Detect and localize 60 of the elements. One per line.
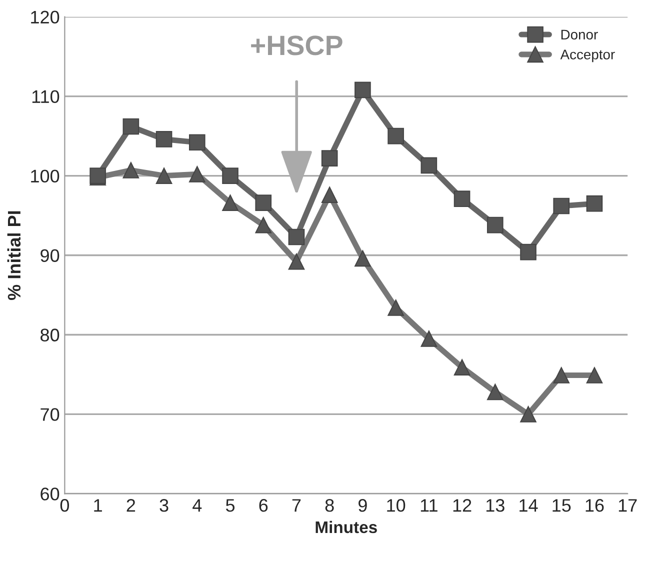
x-tick-label: 17: [618, 499, 637, 512]
point: [586, 195, 603, 212]
x-tick-label: 0: [60, 499, 70, 512]
y-axis-title: % Initial PI: [7, 211, 21, 300]
point: [420, 330, 438, 347]
point: [586, 367, 603, 384]
x-tick-label: 14: [520, 499, 538, 512]
point: [486, 384, 504, 400]
point: [454, 359, 470, 376]
x-tick-label: 10: [387, 499, 406, 512]
point: [188, 166, 206, 182]
point: [288, 253, 305, 270]
x-tick-label: 7: [292, 499, 301, 512]
y-tick-label: 90: [40, 249, 60, 262]
point: [388, 300, 404, 316]
x-tick-label: 11: [420, 499, 438, 512]
y-tick-label: 120: [31, 10, 60, 24]
point: [486, 216, 504, 234]
y-tick-label: 60: [40, 488, 60, 500]
x-tick-label: 16: [586, 499, 604, 512]
legend-label: Donor: [561, 30, 598, 40]
point: [388, 128, 404, 144]
point: [354, 82, 371, 98]
point: [454, 190, 470, 207]
x-tick-label: 8: [325, 499, 334, 512]
x-tick-label: 5: [226, 499, 235, 512]
x-tick-label: 1: [94, 499, 102, 512]
point: [222, 194, 238, 211]
point: [122, 118, 140, 135]
point: [553, 198, 570, 214]
point: [156, 131, 172, 148]
legend-label: Acceptor: [560, 50, 615, 62]
point: [255, 194, 272, 211]
x-tick-label: 12: [453, 499, 472, 512]
point: [321, 186, 338, 204]
y-tick-label: 70: [40, 408, 60, 421]
point: [321, 150, 338, 166]
x-tick-label: 2: [126, 499, 136, 512]
point: [156, 168, 172, 184]
point: [122, 162, 140, 178]
annotation: +HSCP: [251, 36, 342, 56]
x-tick-label: 13: [486, 499, 504, 512]
point: [188, 134, 206, 151]
y-tick-label: 100: [31, 170, 60, 182]
x-tick-label: 9: [358, 499, 367, 512]
point: [520, 244, 536, 260]
point: [553, 367, 570, 384]
x-tick-label: 6: [259, 499, 268, 512]
y-tick-label: 110: [32, 90, 60, 104]
point: [520, 406, 536, 422]
point: [288, 228, 305, 246]
point: [420, 157, 438, 174]
x-tick-label: 4: [192, 499, 202, 512]
point: [255, 216, 272, 234]
point: [222, 168, 238, 184]
point: [354, 250, 371, 267]
x-tick-label: 15: [552, 499, 571, 512]
y-tick-label: 80: [40, 328, 60, 342]
x-tick-label: 3: [160, 499, 168, 512]
x-axis-title: Minutes: [316, 520, 377, 534]
